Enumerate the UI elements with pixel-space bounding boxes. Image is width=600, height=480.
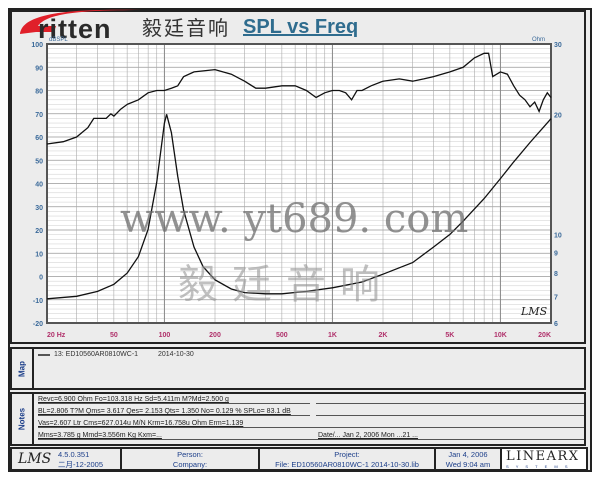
legend-entry: 13: ED10560AR0810WC-1 (54, 351, 139, 358)
x-tick-label: 20 Hz (47, 332, 66, 339)
map-panel: Map 13: ED10560AR0810WC-1 2014-10-30 (10, 347, 586, 390)
chart-title: SPL vs Freq (243, 16, 359, 38)
watermark-url: www. yt689. com (120, 196, 469, 242)
plot-border (46, 43, 552, 324)
note-rule (38, 415, 310, 416)
note-line-4: Mms=3.785 g Mmd=3.556m Kg Kxm=... (38, 432, 162, 439)
map-label: Map (12, 349, 34, 388)
note-rule (316, 415, 584, 416)
y-left-tick-label: 80 (35, 89, 43, 96)
spl-curve (46, 52, 552, 145)
lms-logo: LMS (18, 451, 52, 467)
y-left-tick-label: 50 (35, 158, 43, 165)
project-file: File: ED10560AR0810WC-1 2014-10-30.lib (275, 460, 419, 469)
y-left-tick-label: 70 (35, 112, 43, 119)
y-right-axis-label: Ohm (532, 37, 545, 43)
y-left-tick-label: 10 (35, 251, 43, 258)
linearx-logo: LINEARX (506, 449, 580, 464)
version: 4.5.0.351 (58, 450, 90, 459)
x-tick-label: 100 (159, 332, 171, 339)
x-tick-label: 5K (445, 332, 454, 339)
note-rule (38, 403, 310, 404)
company-label: Company: (172, 460, 208, 469)
note-line-1: Revc=6.900 Ohm Fo=103.318 Hz Sd=5.411m M… (38, 396, 229, 403)
x-tick-label: 200 (209, 332, 221, 339)
x-tick-label: 500 (276, 332, 288, 339)
y-right-tick-label: 9 (554, 251, 558, 258)
notes-label: Notes (12, 394, 34, 444)
logo-swoosh-icon (20, 9, 142, 34)
logo-chinese: 毅廷音响 (142, 16, 230, 40)
note-right-line: Date/... Jan 2, 2006 Mon ...21 ... (318, 432, 419, 439)
note-rule (38, 439, 584, 440)
x-tick-label: 20K (538, 332, 551, 339)
legend-line-swatch (38, 354, 50, 356)
note-rule (38, 427, 584, 428)
legend-date: 2014-10-30 (158, 351, 194, 358)
y-left-tick-label: 90 (35, 65, 43, 72)
note-line-3: Vas=2.607 Ltr Cms=627.014u M/N Krm=16.75… (38, 420, 244, 427)
spl-chart: -20 -10 0 10 20 30 40 50 60 70 80 90 100 6 7 8 9 10 20 30 20… (31, 37, 562, 339)
report-date: Jan 4, 2006 (448, 450, 488, 459)
logo-text: ritten (38, 14, 112, 44)
person-label: Person: (177, 450, 203, 459)
note-line-2: BL=2.806 T?M Qms= 3.617 Qes= 2.153 Qts= … (38, 408, 291, 415)
lms-annotation: LMS (520, 305, 548, 318)
linearx-sub: S Y S T E M S (506, 464, 571, 469)
x-tick-label: 1K (328, 332, 337, 339)
footer-project: Project: File: ED10560AR0810WC-1 2014-10… (258, 447, 436, 471)
x-tick-label: 10K (494, 332, 507, 339)
footer-lms: LMS 4.5.0.351 二月-12-2005 (10, 447, 122, 471)
x-tick-label: 2K (379, 332, 388, 339)
y-right-tick-label: 8 (554, 271, 558, 278)
y-left-tick-label: 0 (39, 275, 43, 282)
y-right-tick-label: 6 (554, 321, 558, 328)
project-label: Project: (334, 450, 360, 459)
y-left-tick-label: 40 (35, 182, 43, 189)
report-time: Wed 9:04 am (445, 460, 491, 469)
impedance-curve (46, 114, 552, 300)
footer-brand: LINEARX S Y S T E M S (500, 447, 588, 471)
y-left-tick-label: 60 (35, 135, 43, 142)
y-right-tick-label: 20 (554, 112, 562, 119)
build-date: 二月-12-2005 (58, 460, 104, 469)
y-left-axis-label: dBSPL (49, 37, 68, 43)
y-left-tick-label: -10 (33, 298, 43, 305)
footer-date: Jan 4, 2006 Wed 9:04 am (434, 447, 502, 471)
y-left-tick-label: 20 (35, 228, 43, 235)
footer-person: Person: Company: (120, 447, 260, 471)
y-right-tick-label: 30 (554, 42, 562, 49)
x-tick-label: 50 (110, 332, 118, 339)
notes-panel: Notes (10, 392, 586, 446)
y-left-tick-label: -20 (33, 321, 43, 328)
watermark-chinese: 毅廷音响 (178, 262, 394, 308)
y-right-tick-label: 7 (554, 294, 558, 301)
y-right-tick-label: 10 (554, 232, 562, 239)
note-rule (316, 403, 584, 404)
y-left-tick-label: 30 (35, 205, 43, 212)
y-left-tick-label: 100 (31, 42, 43, 49)
